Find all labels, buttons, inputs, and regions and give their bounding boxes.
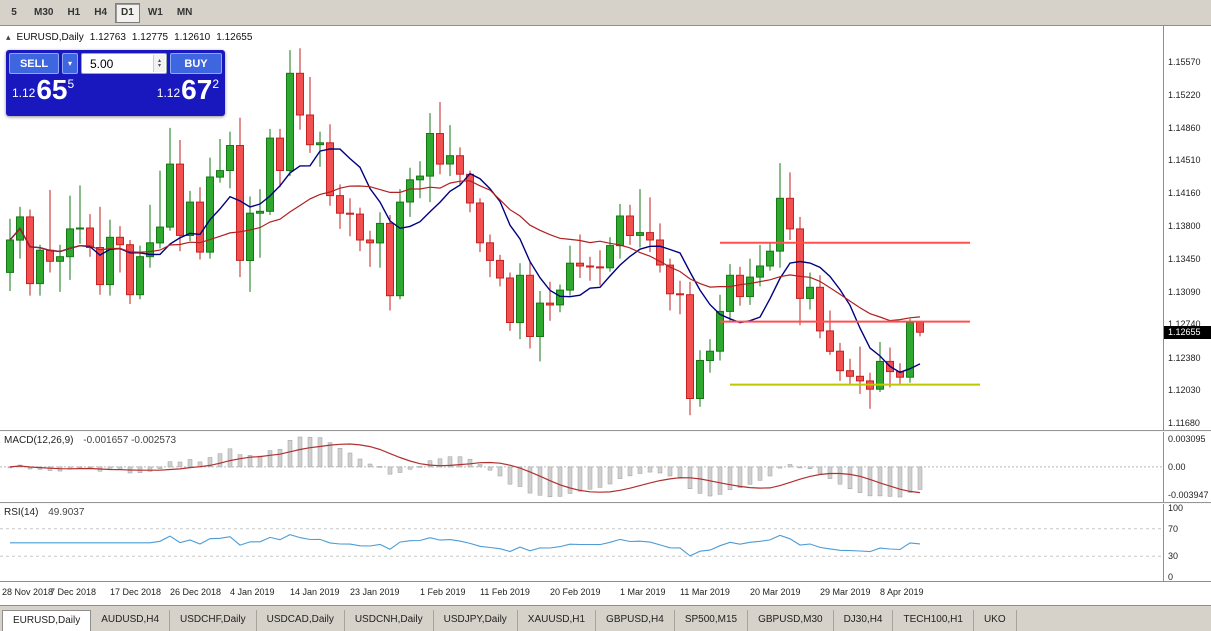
symbol-period-label: EURUSD,Daily (16, 32, 84, 43)
volume-field: ▴ ▾ (81, 53, 167, 74)
date-label: 20 Mar 2019 (750, 587, 801, 597)
date-label: 1 Mar 2019 (620, 587, 666, 597)
timeframe-button-w1[interactable]: W1 (142, 3, 169, 23)
date-label: 26 Dec 2018 (170, 587, 222, 597)
chart-tab-audusd-h4[interactable]: AUDUSD,H4 (91, 610, 171, 631)
date-label: 11 Feb 2019 (480, 587, 530, 597)
spinner-up-icon: ▴ (157, 57, 161, 64)
price-scale-label: 1.11680 (1168, 417, 1200, 428)
timeframe-button-d1[interactable]: D1 (115, 2, 140, 23)
price-scale-label: 1.15220 (1168, 89, 1201, 100)
chart-tab-tech100-h1[interactable]: TECH100,H1 (893, 610, 974, 631)
chevron-down-icon: ▾ (67, 59, 72, 68)
macd-scale-label: 0.003095 (1168, 434, 1206, 444)
chart-tab-usdcnh-daily[interactable]: USDCNH,Daily (345, 610, 434, 631)
chart-tab-dj30-h4[interactable]: DJ30,H4 (834, 610, 894, 631)
timeframe-button-h1[interactable]: H1 (61, 3, 86, 23)
current-price-tag: 1.12655 (1164, 326, 1211, 340)
chart-tab-xauusd-h1[interactable]: XAUUSD,H1 (518, 610, 597, 631)
date-label: 20 Feb 2019 (550, 587, 601, 597)
price-scale-label: 1.13450 (1168, 253, 1201, 264)
date-label: 29 Mar 2019 (820, 587, 871, 597)
price-scale-label: 1.12380 (1168, 352, 1201, 363)
date-label: 23 Jan 2019 (350, 587, 400, 597)
chart-tab-gbpusd-h4[interactable]: GBPUSD,H4 (596, 610, 675, 631)
price-scale-label: 1.12740 (1168, 319, 1201, 330)
timeframe-button-h4[interactable]: H4 (88, 3, 113, 23)
rsi-line (10, 534, 921, 557)
date-label: 8 Apr 2019 (880, 587, 924, 597)
ma-slow-line (9, 180, 921, 322)
buy-price[interactable]: 1.12 67 2 (156, 74, 219, 105)
volume-spinner[interactable]: ▴ ▾ (153, 55, 165, 72)
rsi-label: RSI(14) 49.9037 (4, 507, 85, 518)
chart-tab-usdjpy-daily[interactable]: USDJPY,Daily (434, 610, 518, 631)
chart-tab-usdcad-daily[interactable]: USDCAD,Daily (257, 610, 345, 631)
chart-tab-eurusd-daily[interactable]: EURUSD,Daily (2, 610, 92, 631)
macd-scale-label: -0.003947 (1168, 490, 1209, 500)
volume-input[interactable] (82, 54, 166, 73)
price-chart[interactable] (0, 26, 1163, 430)
chart-region: ▴ EURUSD,Daily 1.12763 1.12775 1.12610 1… (0, 26, 1211, 605)
timeframe-button-m30[interactable]: M30 (28, 3, 59, 23)
candlestick-series (6, 48, 924, 416)
price-pane[interactable]: ▴ EURUSD,Daily 1.12763 1.12775 1.12610 1… (0, 26, 1163, 430)
rsi-pane[interactable]: RSI(14) 49.9037 (0, 504, 1163, 581)
buy-button[interactable]: BUY (170, 53, 222, 74)
price-scale-label: 1.14860 (1168, 122, 1201, 133)
chart-tab-uko[interactable]: UKO (974, 610, 1017, 631)
ohlc-low: 1.12610 (174, 32, 211, 43)
date-label: 28 Nov 2018 (2, 587, 54, 597)
macd-signal-line (9, 443, 921, 494)
date-label: 4 Jan 2019 (230, 587, 275, 597)
pane-separator[interactable] (0, 502, 1211, 504)
trade-options-dropdown[interactable]: ▾ (62, 53, 78, 74)
chart-tab-gbpusd-m30[interactable]: GBPUSD,M30 (748, 610, 834, 631)
rsi-chart[interactable] (0, 504, 1163, 581)
price-scale-label: 1.15570 (1168, 57, 1201, 68)
timeframe-toolbar: 5 M30 H1 H4 D1 W1 MN (0, 0, 1211, 26)
macd-chart[interactable] (0, 432, 1163, 502)
chart-title: ▴ EURUSD,Daily 1.12763 1.12775 1.12610 1… (6, 32, 252, 43)
macd-scale-label: 0.00 (1168, 461, 1186, 472)
macd-pane[interactable]: MACD(12,26,9) -0.001657 -0.002573 (0, 432, 1163, 502)
chart-tab-bar: EURUSD,Daily AUDUSD,H4 USDCHF,Daily USDCAD,… (0, 605, 1211, 631)
price-scale-label: 1.12030 (1168, 385, 1201, 396)
date-label: 7 Dec 2018 (50, 587, 97, 597)
date-label: 14 Jan 2019 (290, 587, 340, 597)
price-scale-label: 1.13090 (1168, 286, 1201, 297)
rsi-scale-label: 30 (1168, 551, 1179, 562)
pane-separator[interactable] (0, 430, 1211, 432)
macd-label: MACD(12,26,9) -0.001657 -0.002573 (4, 435, 177, 446)
sell-price[interactable]: 1.12 65 5 (12, 74, 75, 105)
timeframe-button-5[interactable]: 5 (2, 3, 26, 23)
chart-tab-sp500-m15[interactable]: SP500,M15 (675, 610, 749, 631)
trade-panel-controls: SELL ▾ ▴ ▾ BUY (9, 53, 222, 74)
rsi-scale-label: 100 (1168, 503, 1184, 513)
rsi-scale-label: 70 (1168, 523, 1179, 534)
spinner-down-icon: ▾ (157, 62, 161, 69)
one-click-trading-panel: SELL ▾ ▴ ▾ BUY 1.12 (6, 50, 225, 116)
chart-tab-usdchf-daily[interactable]: USDCHF,Daily (170, 610, 257, 631)
price-scale-label: 1.14510 (1168, 155, 1201, 166)
ohlc-close: 1.12655 (216, 32, 253, 43)
date-label: 1 Feb 2019 (420, 587, 466, 597)
ma-fast-line (9, 148, 921, 374)
date-label: 17 Dec 2018 (110, 587, 162, 597)
date-label: 11 Mar 2019 (680, 587, 730, 597)
timeframe-button-mn[interactable]: MN (171, 3, 199, 23)
ohlc-high: 1.12775 (131, 32, 169, 43)
price-scale-label: 1.13800 (1168, 221, 1201, 232)
price-scale-label: 1.14160 (1168, 187, 1201, 198)
rsi-scale-label: 0 (1168, 572, 1174, 582)
trade-panel-prices: 1.12 65 5 1.12 67 2 (9, 74, 222, 105)
chart-shift-marker-icon: ▴ (6, 32, 11, 42)
sell-button[interactable]: SELL (9, 53, 59, 74)
price-scale-column[interactable]: 1.12655 1.15570 1.15220 1.14860 1.14510 1.14… (1163, 26, 1211, 582)
ohlc-open: 1.12763 (89, 32, 126, 43)
date-axis[interactable]: 28 Nov 2018 7 Dec 2018 17 Dec 2018 26 Dec 2… (0, 581, 1211, 605)
